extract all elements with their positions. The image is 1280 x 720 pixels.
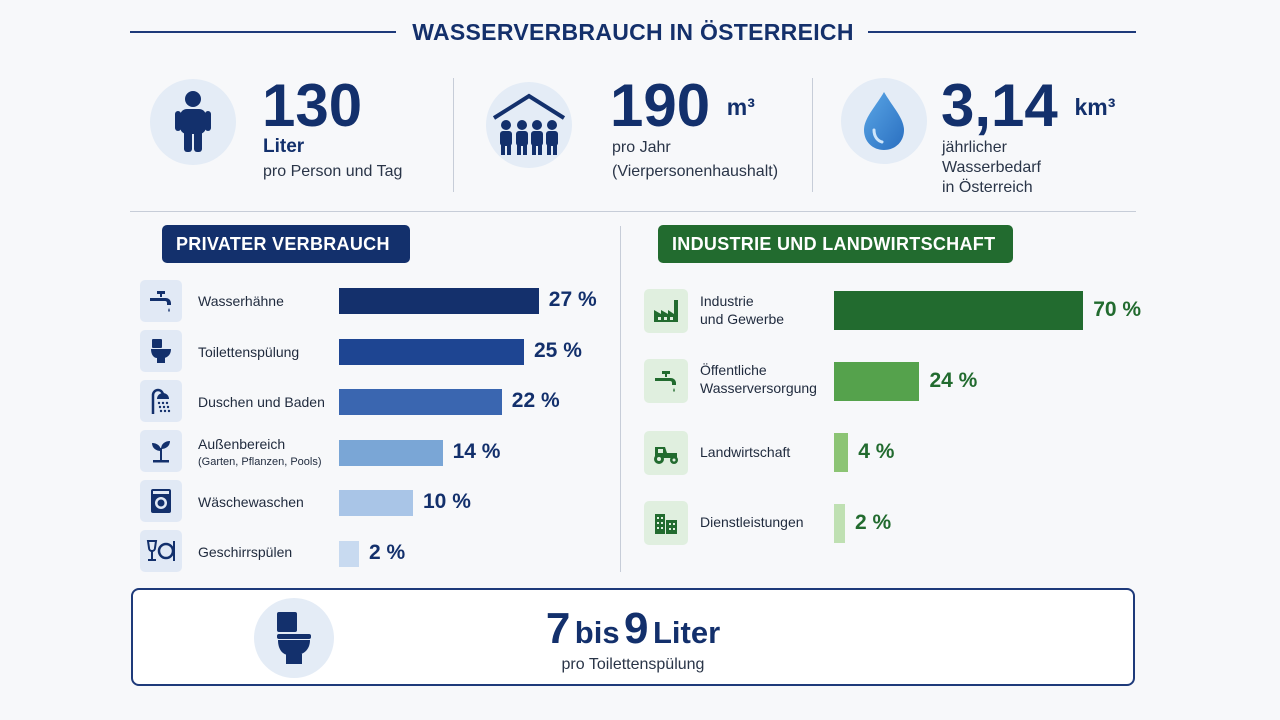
stat-circle [841, 78, 927, 164]
buildings-icon [655, 514, 677, 534]
stat-number: 3,14 [941, 72, 1058, 139]
private-row-label: Wäschewaschen [198, 494, 304, 510]
industry-bar [834, 433, 849, 472]
private-bar-value-label: 14 % [452, 439, 501, 463]
stat-line1: jährlicher [942, 139, 1007, 156]
stat-circle [486, 82, 572, 168]
private-bar [339, 490, 413, 516]
private-bar-value-label: 2 % [369, 540, 406, 564]
industry-bar [834, 504, 845, 543]
stat-per-person: 130 Liter pro Person und Tag [150, 70, 440, 200]
industry-row-icon-box [644, 501, 688, 545]
title-divider-left [130, 31, 396, 33]
column-divider [620, 226, 621, 572]
stat-value: 190 m³ [610, 76, 755, 136]
private-bar [339, 439, 443, 466]
stat-circle [150, 79, 236, 165]
private-row-label: Außenbereich (Garten, Pflanzen, Pools) [198, 435, 322, 471]
banner-headline: 7 bis 9 Liter [133, 604, 1133, 654]
industry-bar [834, 362, 920, 401]
private-row-title: Außenbereich [198, 436, 286, 452]
private-bar-value-label: 25 % [534, 338, 582, 362]
stat-line1: Liter [263, 136, 305, 157]
factory-icon [654, 300, 678, 322]
industry-row-icon-box [644, 431, 688, 475]
industry-bar [834, 291, 1084, 330]
stat-number: 190 [610, 72, 711, 139]
private-bar-value-label: 22 % [511, 389, 560, 412]
private-row-label: Toilettenspülung [198, 344, 300, 360]
private-bar [339, 288, 539, 314]
banner-circle [254, 598, 334, 678]
toilet-flush-banner: 7 bis 9 Liter pro Toilettenspülung [131, 588, 1135, 686]
industry-row-label: Industrie und Gewerbe [700, 292, 784, 328]
stat-household: 190 m³ pro Jahr (Vierpersonenhaushalt) [486, 70, 796, 200]
private-row-icon-box [140, 480, 182, 522]
page-title: WASSERVERBRAUCH IN ÖSTERREICH [412, 19, 854, 45]
washing-machine-icon [151, 489, 171, 513]
industry-bar-value-label: 24 % [929, 368, 978, 392]
person-icon [175, 91, 211, 152]
stat-value: 130 [262, 72, 363, 139]
private-row-label: Geschirrspülen [198, 544, 293, 560]
banner-num-from: 7 [545, 604, 571, 653]
private-bar [339, 540, 359, 567]
private-row-label: Duschen und Baden [198, 394, 325, 410]
banner-word-liter: Liter [652, 615, 721, 650]
title-row: WASSERVERBRAUCH IN ÖSTERREICH [130, 14, 1136, 50]
industry-row-subtitle: Wasserversorgung [700, 380, 817, 396]
toilet-icon [277, 612, 311, 664]
faucet-icon [150, 291, 171, 312]
stat-line2: pro Person und Tag [263, 163, 403, 180]
industry-row-label: Landwirtschaft [700, 444, 791, 460]
stat-value: 3,14 km³ [941, 76, 1115, 136]
dishes-icon [146, 540, 175, 561]
private-row-icon-box [140, 430, 182, 472]
private-bar [339, 389, 502, 415]
private-header: PRIVATER VERBRAUCH [162, 225, 410, 263]
industry-header: INDUSTRIE UND LANDWIRTSCHAFT [658, 225, 1013, 263]
toilet-icon [151, 339, 171, 363]
stat-line1: pro Jahr [612, 139, 671, 156]
stat-line2: Wasserbedarf [942, 159, 1041, 176]
banner-num-to: 9 [624, 604, 649, 653]
banner-word-bis: bis [574, 615, 620, 650]
stat-unit: km³ [1074, 94, 1116, 120]
banner-subtitle: pro Toilettenspülung [561, 656, 705, 673]
industry-bar-value-label: 4 % [858, 439, 895, 463]
private-row-icon-box [140, 530, 182, 572]
private-row-icon-box [140, 380, 182, 422]
stat-divider [453, 78, 454, 192]
stat-divider [812, 78, 813, 192]
shower-icon [151, 388, 171, 414]
water-drop-icon [864, 92, 904, 150]
industry-bar-value-label: 70 % [1093, 297, 1142, 321]
private-bar [339, 338, 524, 365]
tractor-icon [654, 447, 678, 464]
industry-row-label: Dienstleistungen [700, 514, 804, 530]
industry-row-label: Öffentliche Wasserversorgung [700, 361, 817, 397]
stat-line2: (Vierpersonenhaushalt) [612, 163, 779, 180]
private-row-icon-box [140, 280, 182, 322]
industry-row-title: Industrie [700, 293, 754, 309]
plant-icon [152, 441, 170, 463]
stat-unit: m³ [726, 94, 755, 120]
industry-row-icon-box [644, 359, 688, 403]
private-row-icon-box [140, 330, 182, 372]
faucet-icon [655, 371, 676, 392]
private-bar-value-label: 27 % [548, 288, 597, 311]
private-row-label: Wasserhähne [198, 293, 284, 309]
household-icon [492, 93, 566, 155]
industry-row-subtitle: und Gewerbe [700, 311, 785, 327]
private-row-subtitle: (Garten, Pflanzen, Pools) [198, 456, 322, 468]
title-divider-right [868, 31, 1136, 33]
stat-austria: 3,14 km³ jährlicher Wasserbedarf in Öste… [841, 70, 1121, 200]
stat-line3: in Österreich [942, 179, 1033, 196]
industry-row-title: Öffentliche [700, 362, 767, 378]
industry-bar-value-label: 2 % [855, 510, 892, 534]
section-divider [130, 211, 1136, 212]
private-bar-value-label: 10 % [423, 490, 471, 513]
industry-row-icon-box [644, 289, 688, 333]
